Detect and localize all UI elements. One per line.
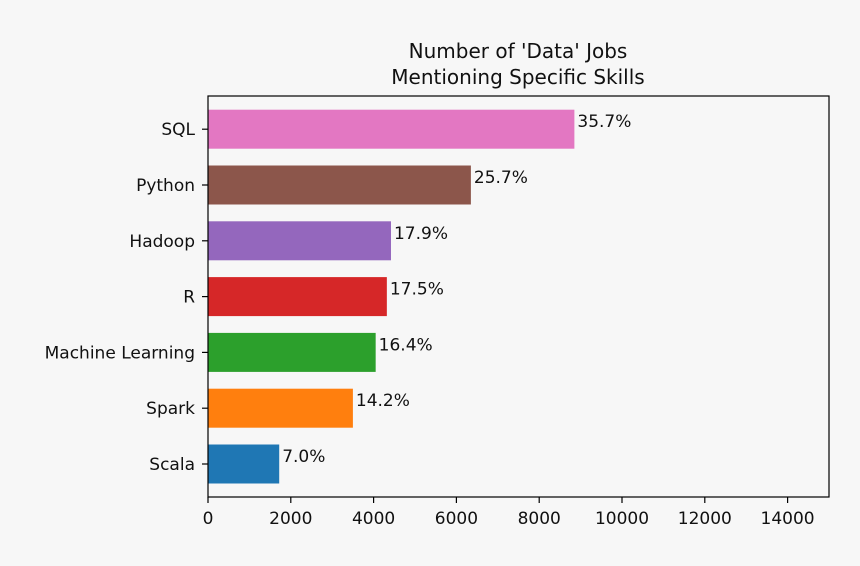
- chart-title-line-1: Number of 'Data' Jobs: [409, 39, 628, 63]
- x-tick-label-8000: 8000: [518, 509, 561, 529]
- value-label-sql: 35.7%: [577, 112, 631, 132]
- y-tick-label-machine-learning: Machine Learning: [45, 343, 195, 363]
- chart-title-line-2: Mentioning Specific Skills: [391, 65, 644, 89]
- y-tick-label-spark: Spark: [146, 399, 195, 419]
- y-axis: Scala Spark Machine Learning R Hadoop Python S…: [45, 120, 208, 475]
- value-label-machine-learning: 16.4%: [379, 335, 433, 355]
- y-tick-label-hadoop: Hadoop: [129, 232, 195, 252]
- bar-scala: [208, 444, 280, 484]
- x-tick-label-6000: 6000: [435, 509, 478, 529]
- x-tick-label-0: 0: [203, 509, 214, 529]
- y-tick-label-sql: SQL: [161, 120, 195, 140]
- value-label-r: 17.5%: [390, 280, 444, 300]
- plot-area-frame: [207, 95, 830, 498]
- bar-spark: [208, 388, 353, 428]
- value-label-python: 25.7%: [474, 168, 528, 188]
- value-labels-layer: 7.0% 14.2% 16.4% 17.5% 17.9% 25.7% 35.7%: [282, 112, 631, 467]
- bars-layer: [208, 109, 575, 484]
- x-tick-label-12000: 12000: [678, 509, 732, 529]
- x-axis: 0 2000 4000 6000 8000 10000 12000 14000: [203, 497, 815, 529]
- x-tick-label-14000: 14000: [761, 509, 815, 529]
- bar-sql: [208, 109, 575, 149]
- x-tick-label-2000: 2000: [269, 509, 312, 529]
- y-tick-label-r: R: [183, 288, 195, 308]
- bar-python: [208, 165, 471, 205]
- value-label-scala: 7.0%: [282, 447, 325, 467]
- value-label-hadoop: 17.9%: [394, 224, 448, 244]
- bar-hadoop: [208, 221, 391, 261]
- value-label-spark: 14.2%: [356, 391, 410, 411]
- y-tick-label-scala: Scala: [149, 455, 195, 475]
- bar-machine-learning: [208, 332, 376, 372]
- bar-r: [208, 277, 387, 317]
- x-tick-label-10000: 10000: [595, 509, 649, 529]
- x-tick-label-4000: 4000: [352, 509, 395, 529]
- y-tick-label-python: Python: [136, 176, 195, 196]
